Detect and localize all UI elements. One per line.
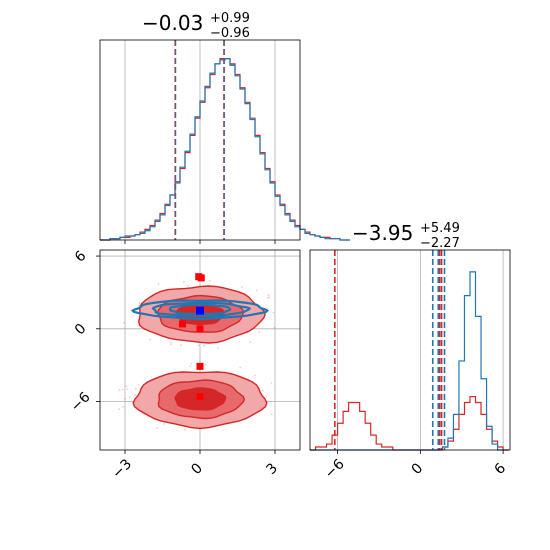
p2-scatter-point bbox=[134, 387, 137, 390]
p2-blue-marker-0 bbox=[196, 306, 204, 315]
p2-scatter-point bbox=[190, 362, 193, 365]
p2-scatter-point bbox=[157, 283, 160, 286]
p2-scatter-point bbox=[217, 347, 220, 350]
p2-scatter-point bbox=[123, 322, 126, 324]
p2-plot-area bbox=[100, 250, 300, 450]
p2-frame bbox=[99, 249, 301, 451]
title-top-left-minus: −0.96 bbox=[210, 26, 250, 41]
p2-scatter-point bbox=[254, 374, 256, 377]
p2-ytick-label-2: 6 bbox=[72, 248, 90, 266]
p2-scatter-point bbox=[208, 279, 211, 282]
p1-frame bbox=[99, 39, 301, 241]
panel-bottom-right-histogram: −6 0 6 bbox=[309, 249, 511, 482]
p2-scatter-point bbox=[124, 397, 127, 400]
p2-blue-contour-2 bbox=[169, 303, 232, 316]
p2-scatter-point bbox=[184, 428, 186, 431]
p2-scatter-point bbox=[204, 363, 207, 366]
p3-xtick-label-2: 6 bbox=[491, 460, 509, 478]
p2-scatter-point bbox=[187, 284, 189, 287]
title-top-left: −0.03 +0.99 −0.96 bbox=[142, 11, 250, 41]
p2-scatter-point bbox=[169, 341, 172, 344]
p2-ytick-label-0: −6 bbox=[68, 389, 94, 415]
title-bottom-right-plus: +5.49 bbox=[420, 221, 460, 236]
title-bottom-right-value: −3.95 bbox=[352, 221, 413, 245]
p2-red-marker-3 bbox=[196, 325, 204, 333]
p2-scatter-point bbox=[125, 385, 128, 388]
p2-blue-contour-0 bbox=[130, 299, 270, 321]
p2-blue-contour-1 bbox=[151, 301, 252, 318]
p2-scatter-point bbox=[148, 338, 151, 341]
title-top-left-plus: +0.99 bbox=[210, 11, 250, 26]
p2-scatter-point bbox=[138, 383, 140, 386]
p2-scatter-point bbox=[134, 394, 137, 397]
p2-scatter-point bbox=[138, 302, 141, 305]
p2-scatter-point bbox=[272, 311, 275, 314]
p2-ytick-label-1: 0 bbox=[72, 321, 90, 339]
p3-xtick-label-1: 0 bbox=[409, 460, 427, 478]
p2-scatter-point bbox=[270, 413, 273, 416]
p2-scatter-point bbox=[197, 344, 200, 347]
p2-scatter-point bbox=[170, 343, 173, 346]
p2-scatter-point bbox=[163, 423, 166, 425]
p2-scatter-point bbox=[261, 389, 264, 392]
p2-scatter-point bbox=[121, 388, 124, 391]
p2-scatter-point bbox=[183, 280, 185, 283]
p2-red-marker-2 bbox=[179, 320, 186, 328]
title-bottom-right-minus: −2.27 bbox=[420, 236, 460, 251]
p2-scatter-point bbox=[268, 296, 271, 299]
p2-scatter-point bbox=[122, 406, 125, 408]
p2-xtick-label-2: 3 bbox=[263, 460, 281, 478]
p2-xtick-label-0: −3 bbox=[109, 456, 135, 482]
title-bottom-right: −3.95 +5.49 −2.27 bbox=[352, 221, 460, 251]
p2-scatter-point bbox=[118, 408, 121, 411]
p2-scatter-point bbox=[255, 289, 258, 292]
p2-scatter-point bbox=[266, 307, 269, 310]
title-top-left-value: −0.03 bbox=[142, 11, 203, 35]
p2-scatter-point bbox=[239, 366, 242, 369]
p2-scatter-point bbox=[129, 396, 131, 399]
p2-scatter-point bbox=[241, 286, 244, 288]
p2-scatter-point bbox=[249, 341, 252, 343]
p2-red-marker-1 bbox=[197, 274, 205, 282]
p2-scatter-point bbox=[258, 330, 261, 333]
panel-bottom-left-contour: −3 0 3 −6 0 6 bbox=[68, 248, 301, 482]
p2-scatter-point bbox=[189, 365, 192, 368]
p2-scatter-point bbox=[156, 427, 159, 430]
p2-scatter-point bbox=[273, 326, 276, 329]
p2-scatter-point bbox=[126, 388, 129, 391]
p2-red-marker-4 bbox=[196, 362, 204, 370]
p2-scatter-point bbox=[267, 294, 270, 296]
p3-hist-red bbox=[310, 395, 509, 451]
panel-top-left-histogram bbox=[99, 39, 350, 244]
p2-scatter-point bbox=[179, 344, 182, 347]
p2-red-marker-5 bbox=[196, 393, 204, 401]
p2-scatter-point bbox=[270, 382, 273, 384]
p3-xtick-label-0: −6 bbox=[322, 456, 348, 482]
p3-frame bbox=[309, 249, 511, 451]
p2-scatter-point bbox=[203, 344, 205, 347]
p2-xtick-label-1: 0 bbox=[188, 460, 206, 478]
p2-scatter-point bbox=[267, 296, 270, 299]
p2-scatter-point bbox=[118, 388, 121, 391]
